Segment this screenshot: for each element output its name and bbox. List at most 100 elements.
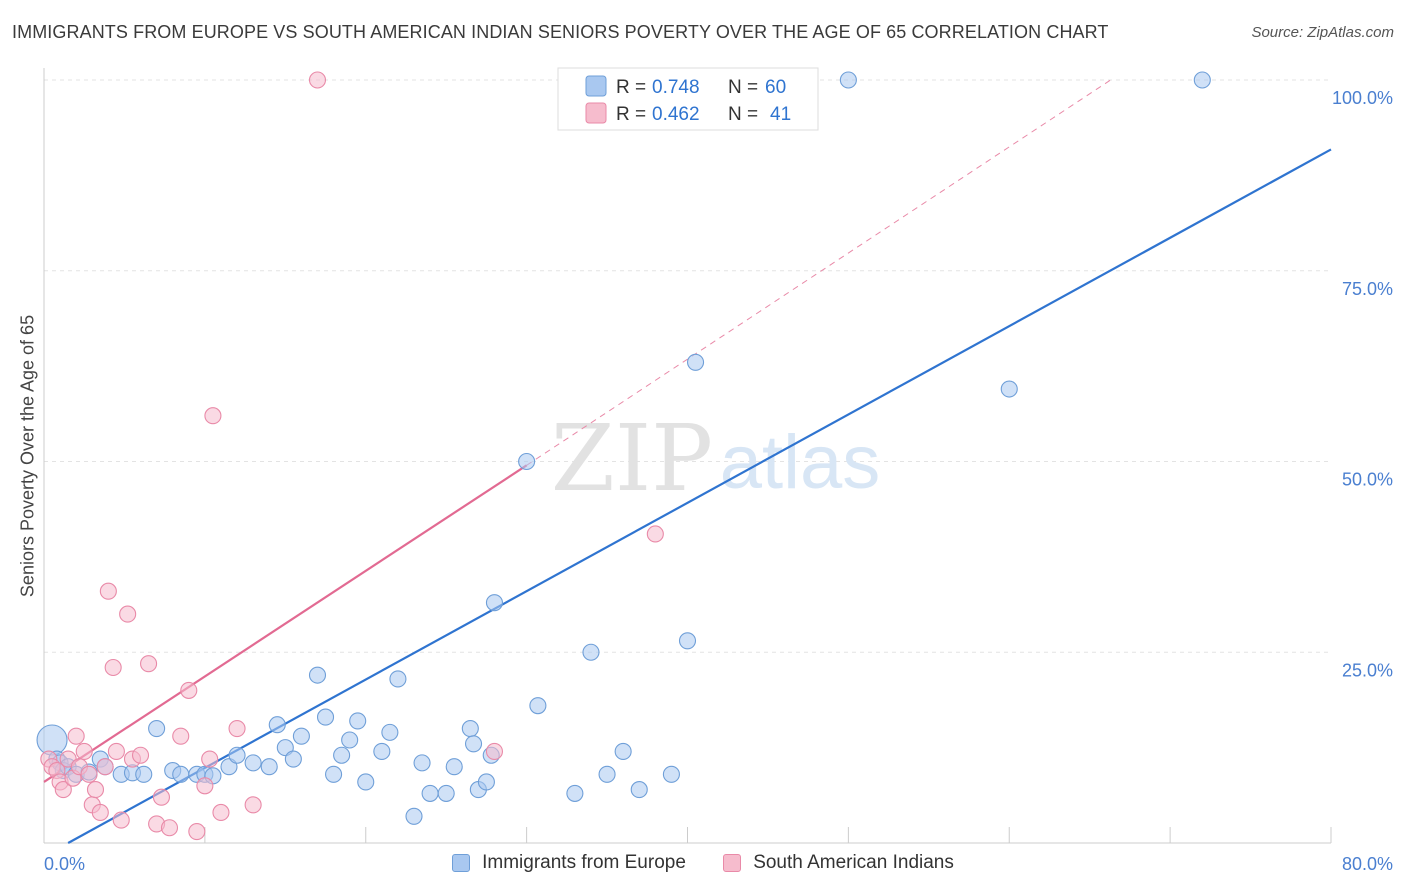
y-tick-label: 100.0% xyxy=(1332,88,1393,108)
legend-r-value: 0.748 xyxy=(652,77,700,98)
legend-r-label: R = xyxy=(616,77,646,98)
point-europe xyxy=(349,712,367,730)
point-south-american-indians xyxy=(96,758,114,776)
point-europe xyxy=(437,784,455,802)
legend-label-south-american-indians: South American Indians xyxy=(753,852,954,873)
point-europe xyxy=(357,773,375,791)
grid-layer xyxy=(44,79,1331,653)
watermark-atlas: atlas xyxy=(720,420,881,505)
point-europe xyxy=(445,758,463,776)
point-europe xyxy=(1193,71,1211,89)
point-south-american-indians xyxy=(54,781,72,799)
point-europe xyxy=(148,719,166,738)
point-europe xyxy=(686,353,705,371)
legend-item-europe[interactable]: Immigrants from Europe xyxy=(452,852,686,874)
point-europe xyxy=(36,724,68,756)
point-south-american-indians xyxy=(244,796,262,814)
point-south-american-indians xyxy=(140,655,158,673)
axis-layer: 25.0% 50.0% 75.0% 100.0% 0.0% 80.0% xyxy=(43,68,1393,874)
trend-line-extension-south-american-indians xyxy=(526,79,1111,466)
bottom-legend: Immigrants from Europe South American In… xyxy=(0,852,1406,878)
point-europe xyxy=(325,765,343,783)
point-south-american-indians xyxy=(204,407,222,425)
x-tick-label: 0.0% xyxy=(44,854,85,874)
point-europe xyxy=(389,670,407,688)
point-europe xyxy=(566,784,584,802)
point-south-american-indians xyxy=(86,781,105,799)
point-south-american-indians xyxy=(180,681,198,699)
point-europe xyxy=(598,765,616,783)
point-south-american-indians xyxy=(228,719,246,738)
point-europe xyxy=(268,716,286,734)
legend-r-label: R = xyxy=(616,104,646,125)
watermark-zip: ZIP xyxy=(551,405,713,512)
point-europe xyxy=(421,784,439,802)
point-europe xyxy=(1000,380,1018,398)
point-europe xyxy=(413,754,431,772)
legend-n-label: N = xyxy=(728,77,758,98)
point-europe xyxy=(373,742,391,760)
point-europe xyxy=(518,452,536,471)
x-tick-label: 80.0% xyxy=(1342,854,1393,874)
point-south-american-indians xyxy=(196,777,214,795)
y-tick-label: 25.0% xyxy=(1342,660,1393,680)
legend-swatch-blue xyxy=(585,75,607,97)
point-south-american-indians xyxy=(119,605,137,623)
y-tick-label: 75.0% xyxy=(1342,279,1393,299)
point-south-american-indians xyxy=(152,788,170,806)
point-europe xyxy=(582,643,600,661)
chart-title: IMMIGRANTS FROM EUROPE VS SOUTH AMERICAN… xyxy=(12,22,1109,42)
point-europe xyxy=(461,719,479,738)
point-south-american-indians xyxy=(212,803,230,822)
legend-swatch-europe xyxy=(452,854,471,872)
points-layer xyxy=(36,71,1211,841)
point-europe xyxy=(485,594,504,612)
y-tick-label: 50.0% xyxy=(1342,470,1393,490)
point-south-american-indians xyxy=(131,746,150,764)
point-europe xyxy=(678,632,697,650)
source-credit: Source: ZipAtlas.com xyxy=(1251,24,1394,41)
point-europe xyxy=(244,754,262,772)
point-europe xyxy=(316,708,335,726)
point-europe xyxy=(333,746,351,764)
point-europe xyxy=(381,723,399,741)
point-south-american-indians xyxy=(99,582,117,600)
point-europe xyxy=(135,765,153,783)
point-europe xyxy=(292,727,310,745)
legend-label-europe: Immigrants from Europe xyxy=(482,852,686,873)
legend-swatch-south-american-indians xyxy=(723,854,742,872)
point-europe xyxy=(228,746,246,764)
point-europe xyxy=(284,750,302,768)
legend-n-value: 60 xyxy=(765,77,786,98)
point-south-american-indians xyxy=(104,658,122,677)
point-europe xyxy=(614,742,632,760)
point-south-american-indians xyxy=(112,811,130,829)
watermark: ZIP atlas xyxy=(551,405,880,512)
point-europe xyxy=(630,781,648,799)
point-south-american-indians xyxy=(80,765,98,783)
point-europe xyxy=(405,807,423,825)
point-south-american-indians xyxy=(201,750,219,768)
legend-item-south-american-indians[interactable]: South American Indians xyxy=(723,852,954,874)
legend-box: R = 0.748 N = 60 R = 0.462 N = 41 xyxy=(557,67,819,131)
legend-swatch-pink xyxy=(585,102,607,124)
point-europe xyxy=(464,735,483,753)
legend-n-label: N = xyxy=(728,104,758,125)
trend-line-europe xyxy=(67,148,1332,844)
point-europe xyxy=(477,773,495,791)
point-europe xyxy=(529,697,547,715)
point-south-american-indians xyxy=(485,742,504,760)
point-europe xyxy=(662,765,680,783)
point-europe xyxy=(341,731,359,749)
trend-line-south-american-indians xyxy=(43,464,528,783)
point-south-american-indians xyxy=(67,727,85,745)
point-south-american-indians xyxy=(308,71,327,89)
point-south-american-indians xyxy=(188,823,206,841)
point-south-american-indians xyxy=(646,525,664,543)
point-europe xyxy=(260,758,278,776)
point-south-american-indians xyxy=(172,727,190,745)
legend-r-value: 0.462 xyxy=(652,104,700,125)
point-south-american-indians xyxy=(160,819,179,837)
point-south-american-indians xyxy=(107,742,125,760)
